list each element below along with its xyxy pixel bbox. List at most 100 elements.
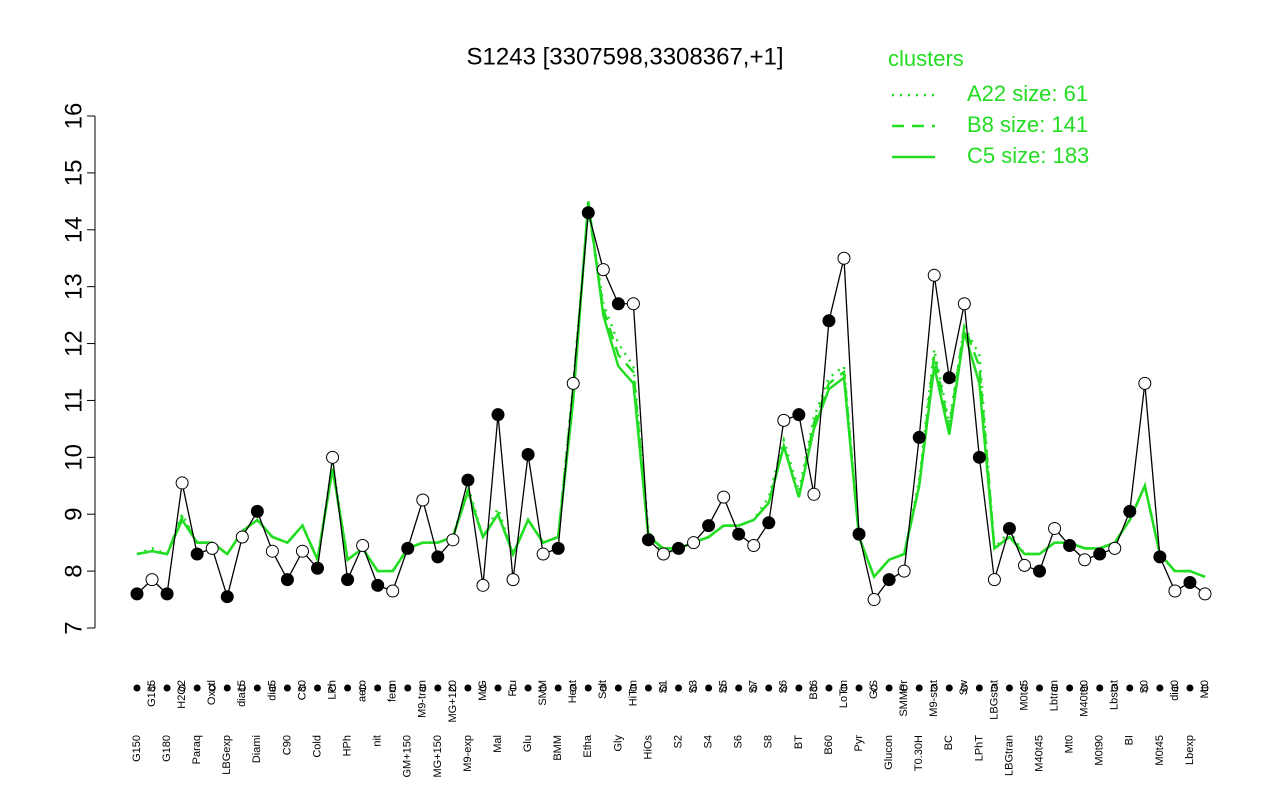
data-point: [687, 536, 701, 550]
data-point: [897, 564, 911, 578]
legend-title: clusters: [888, 46, 964, 71]
x-tick-label: LBGtran: [1003, 735, 1015, 776]
x-tick-label: M0t90: [1094, 735, 1106, 766]
data-point: [912, 430, 926, 444]
category-symbol: [298, 684, 306, 692]
x-tick-label: S5: [718, 680, 730, 693]
legend-label: A22 size: 61: [967, 81, 1088, 106]
data-point: [1017, 558, 1031, 572]
data-point: [822, 314, 836, 328]
y-tick-label: 7: [60, 621, 87, 634]
category-symbol: [900, 684, 908, 692]
category-symbol: [810, 684, 818, 692]
category-symbol: [659, 684, 667, 692]
category-symbol: [1096, 684, 1104, 692]
x-tick-label: Salt: [597, 680, 609, 699]
data-point: [536, 547, 550, 561]
legend-label: C5 size: 183: [967, 143, 1089, 168]
x-tick-label: G135: [146, 680, 158, 707]
x-tick-label: S0: [1139, 680, 1151, 693]
data-point: [927, 268, 941, 282]
data-point: [566, 376, 580, 390]
category-symbol: [449, 684, 457, 692]
data-point: [446, 533, 460, 547]
data-point: [672, 541, 686, 555]
x-tick-label: BT: [793, 735, 805, 749]
data-point: [641, 533, 655, 547]
category-symbol: [644, 684, 652, 692]
x-tick-label: M0t45: [1154, 735, 1166, 766]
data-point: [837, 251, 851, 265]
category-symbol: [509, 684, 517, 692]
x-tick-label: S3: [687, 680, 699, 693]
data-point: [867, 593, 881, 607]
category-symbol: [464, 684, 472, 692]
data-point: [401, 541, 415, 555]
data-point: [551, 541, 565, 555]
data-point: [987, 573, 1001, 587]
y-tick-label: 13: [60, 273, 87, 300]
data-point: [130, 587, 144, 601]
data-point: [656, 547, 670, 561]
category-symbol: [1005, 684, 1013, 692]
x-tick-label: B60: [823, 735, 835, 755]
y-tick-label: 11: [60, 388, 87, 413]
category-symbol: [915, 684, 923, 692]
x-tick-label: G/S: [868, 680, 880, 699]
data-point: [882, 573, 896, 587]
series-line: [136, 212, 1206, 602]
data-point: [1033, 564, 1047, 578]
category-symbol: [599, 684, 607, 692]
x-tick-label: S8: [763, 735, 775, 748]
chart-title: S1243 [3307598,3308367,+1]: [467, 43, 784, 70]
category-symbol: [780, 684, 788, 692]
category-symbol: [148, 684, 156, 692]
data-point: [506, 573, 520, 587]
x-tick-label: G150: [131, 735, 143, 762]
data-point: [852, 527, 866, 541]
x-tick-label: Lbexp: [1184, 735, 1196, 765]
data-point: [491, 408, 505, 422]
x-tick-label: dia0: [1169, 680, 1181, 701]
data-point: [1078, 553, 1092, 567]
x-tick-label: GM+150: [402, 735, 414, 778]
category-symbol: [705, 684, 713, 692]
category-symbol: [735, 684, 743, 692]
x-tick-label: Paraq: [191, 735, 203, 764]
x-tick-label: Cold: [311, 735, 323, 758]
data-point: [596, 263, 610, 277]
y-tick-label: 10: [60, 444, 87, 471]
category-symbol: [1126, 684, 1134, 692]
category-symbol: [960, 684, 968, 692]
category-symbol: [329, 684, 337, 692]
x-tick-label: Etha: [582, 734, 594, 758]
x-tick-label: dia5: [266, 680, 278, 701]
category-symbol: [479, 684, 487, 692]
series-line: [136, 206, 1206, 580]
x-tick-label: M40t90: [1079, 680, 1091, 717]
data-point: [280, 573, 294, 587]
category-symbol: [1111, 684, 1119, 692]
data-point: [265, 544, 279, 558]
category-symbol: [975, 684, 983, 692]
x-tick-label: Mal: [492, 735, 504, 753]
category-symbol: [193, 684, 201, 692]
x-tick-label: Lbstat: [1109, 680, 1121, 710]
data-point: [702, 519, 716, 533]
data-point: [1063, 539, 1077, 553]
category-symbol: [569, 684, 577, 692]
category-symbol: [208, 684, 216, 692]
category-symbol: [1051, 684, 1059, 692]
data-point: [311, 561, 325, 575]
x-tick-label: LBGexp: [221, 735, 233, 775]
data-point: [1123, 504, 1137, 518]
data-point: [1108, 541, 1122, 555]
y-tick-label: 16: [60, 103, 87, 130]
data-point: [160, 587, 174, 601]
category-symbol: [675, 684, 683, 692]
x-tick-label: S6: [778, 680, 790, 693]
category-symbol: [238, 684, 246, 692]
y-tick-label: 9: [60, 508, 87, 521]
